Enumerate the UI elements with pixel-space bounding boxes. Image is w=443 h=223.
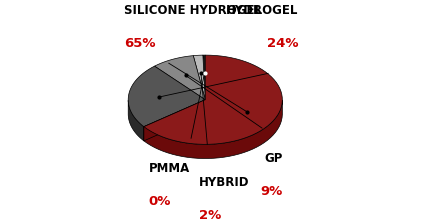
Polygon shape bbox=[193, 55, 205, 100]
Text: 0%: 0% bbox=[148, 195, 171, 208]
Polygon shape bbox=[155, 56, 205, 100]
Polygon shape bbox=[144, 100, 205, 141]
Polygon shape bbox=[128, 66, 205, 127]
Polygon shape bbox=[144, 100, 205, 141]
Text: 65%: 65% bbox=[124, 37, 155, 50]
Polygon shape bbox=[144, 100, 282, 159]
Polygon shape bbox=[203, 55, 205, 100]
Polygon shape bbox=[144, 55, 282, 144]
Text: GP: GP bbox=[264, 152, 282, 165]
Polygon shape bbox=[128, 100, 144, 141]
Text: 2%: 2% bbox=[199, 209, 222, 222]
Text: HYDROGEL: HYDROGEL bbox=[226, 4, 299, 17]
Text: HYBRID: HYBRID bbox=[199, 176, 250, 189]
Text: 9%: 9% bbox=[260, 185, 282, 198]
Text: PMMA: PMMA bbox=[148, 162, 190, 175]
Text: SILICONE HYDROGEL: SILICONE HYDROGEL bbox=[124, 4, 262, 17]
Text: 24%: 24% bbox=[267, 37, 299, 50]
